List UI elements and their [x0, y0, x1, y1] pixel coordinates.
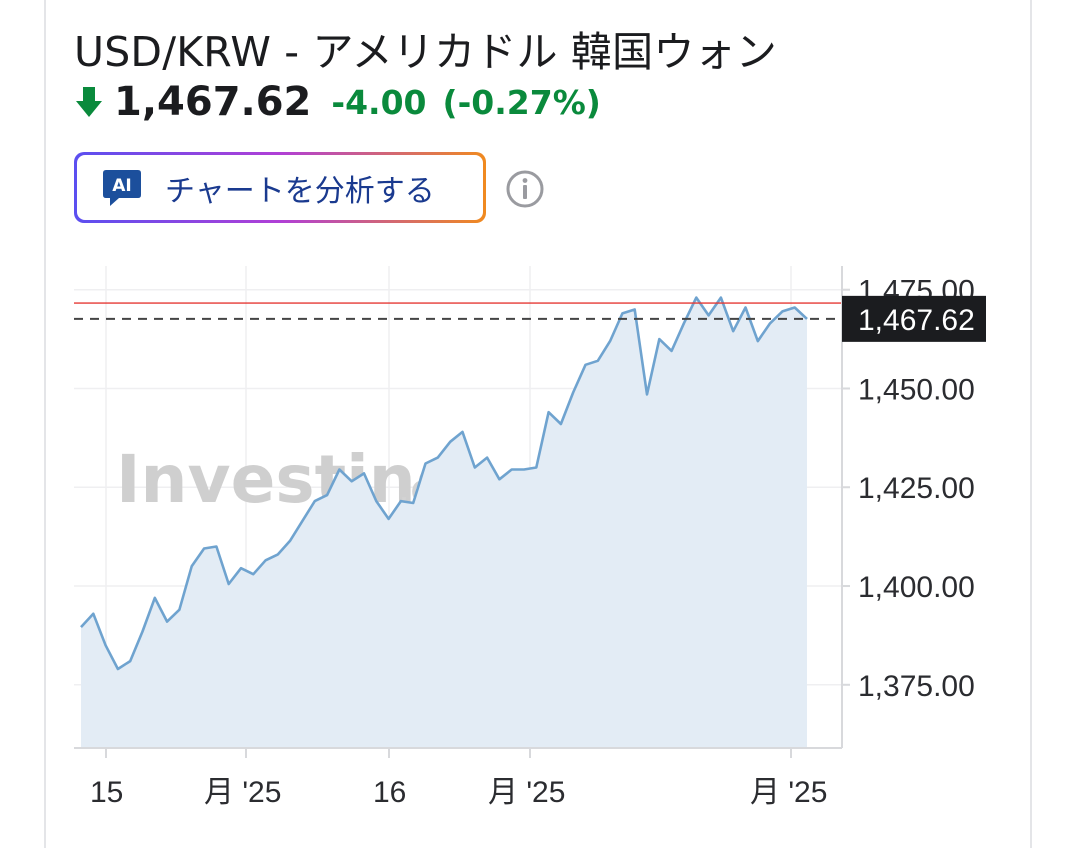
current-price: 1,467.62 — [114, 79, 312, 125]
y-tick-label-1: 1,450.00 — [858, 373, 975, 406]
x-tick-label-2: 16 — [373, 776, 406, 809]
ai-chat-icon: AI — [103, 169, 141, 206]
x-tick-label-1: 月 '25 — [204, 776, 281, 809]
last-price-badge-label: 1,467.62 — [858, 304, 975, 337]
ai-badge-text: AI — [112, 176, 131, 196]
y-tick-label-3: 1,400.00 — [858, 571, 975, 604]
chart-axes — [74, 266, 850, 758]
analyze-chart-button[interactable]: AI チャートを分析する — [74, 152, 486, 223]
y-tick-label-4: 1,375.00 — [858, 670, 975, 703]
info-icon[interactable] — [505, 169, 545, 209]
price-area-fill — [81, 297, 807, 748]
price-row: 1,467.62 -4.00 (-0.27%) — [74, 76, 601, 128]
arrow-down-icon — [76, 87, 102, 117]
page-title: USD/KRW - アメリカドル 韓国ウォン — [74, 28, 777, 76]
analyze-chart-label: チャートを分析する — [165, 173, 435, 209]
axis-labels: 1,475.001,450.001,425.001,400.001,375.00… — [90, 275, 986, 809]
x-tick-label-3: 月 '25 — [488, 776, 565, 809]
x-tick-label-0: 15 — [90, 776, 123, 809]
price-change: -4.00 — [331, 82, 427, 122]
last-price-badge — [842, 295, 986, 342]
price-change-percent: (-0.27%) — [442, 82, 601, 122]
x-tick-label-4: 月 '25 — [750, 776, 827, 809]
reference-lines — [74, 302, 842, 320]
price-area — [80, 296, 808, 748]
analyze-chart-button-inner[interactable]: AI チャートを分析する — [77, 155, 483, 220]
y-tick-label-2: 1,425.00 — [858, 472, 975, 505]
